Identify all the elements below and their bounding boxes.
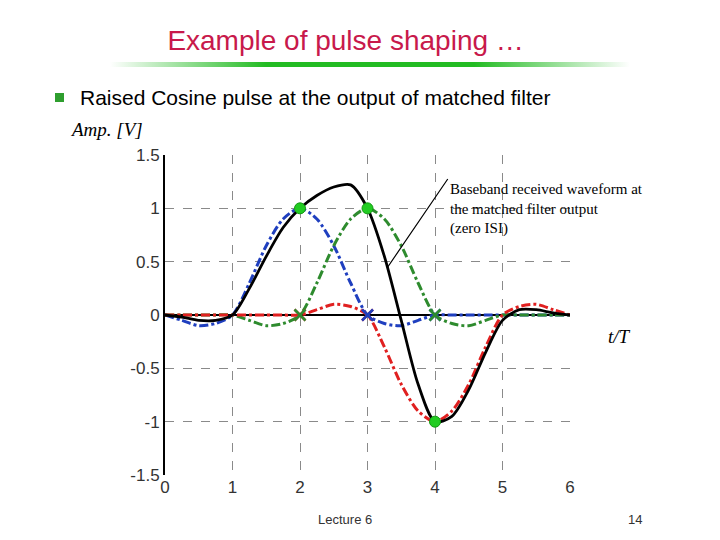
- svg-text:4: 4: [430, 478, 439, 497]
- svg-text:0: 0: [160, 478, 169, 497]
- svg-text:2: 2: [295, 478, 304, 497]
- html-text:14: 14: [628, 512, 643, 527]
- svg-text:-1.5: -1.5: [130, 466, 159, 485]
- svg-text:Baseband received waveform att: Baseband received waveform atthe matched…: [450, 181, 643, 237]
- svg-text:1: 1: [228, 478, 237, 497]
- svg-text:6: 6: [565, 478, 574, 497]
- svg-text:5: 5: [498, 478, 507, 497]
- svg-text:0: 0: [150, 306, 159, 325]
- svg-text:Amp. [V]: Amp. [V]: [70, 119, 143, 140]
- svg-text:1.5: 1.5: [136, 146, 160, 165]
- svg-text:3: 3: [363, 478, 372, 497]
- svg-text:-1: -1: [144, 413, 159, 432]
- svg-text:1: 1: [150, 199, 159, 218]
- svg-text:t/T: t/T: [608, 326, 631, 347]
- html-text:Raised Cosine pulse at the out: Raised Cosine pulse at the output of mat…: [80, 86, 551, 109]
- html-text:Lecture 6: Lecture 6: [318, 512, 373, 527]
- svg-text:-0.5: -0.5: [130, 359, 159, 378]
- svg-text:Example of pulse shaping …: Example of pulse shaping …: [167, 25, 523, 56]
- svg-text:0.5: 0.5: [136, 253, 160, 272]
